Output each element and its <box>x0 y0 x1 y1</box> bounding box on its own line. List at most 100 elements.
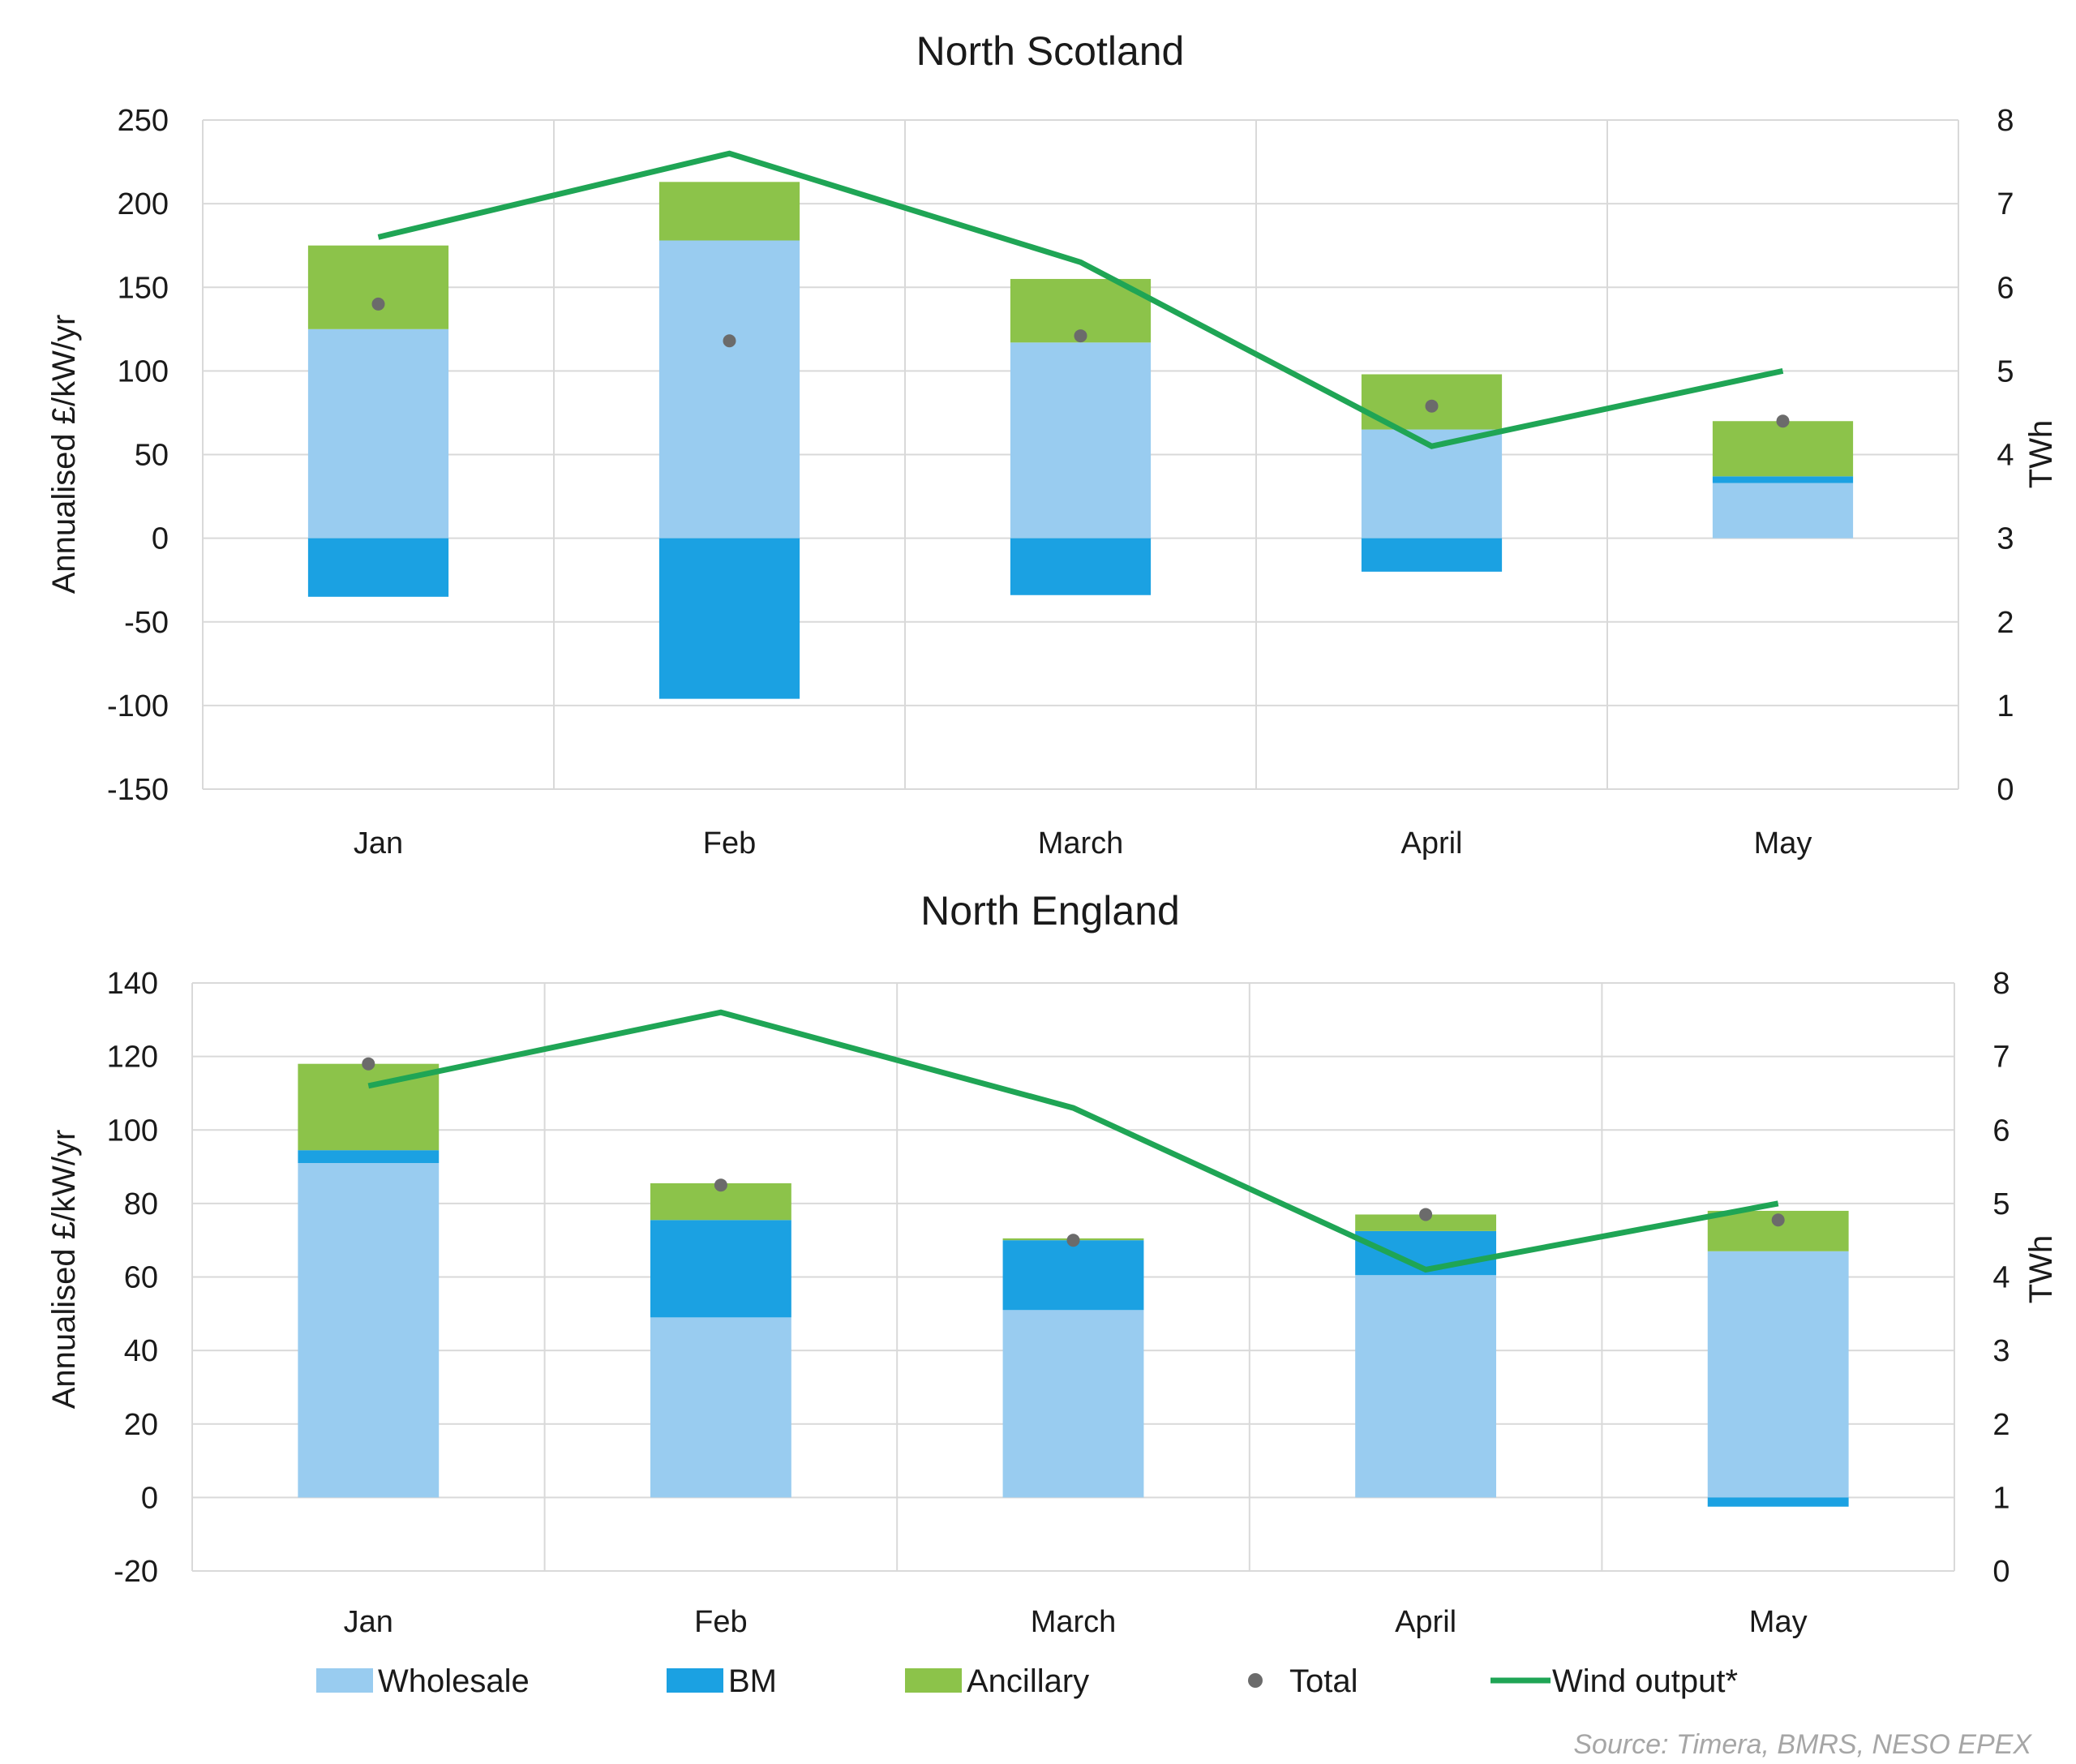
legend-label-bm: BM <box>728 1663 777 1699</box>
bar-bm <box>1707 1497 1849 1507</box>
x-axis-ticks: Jan Feb March April May <box>354 826 1812 861</box>
y-tick-label: -100 <box>107 689 169 723</box>
bar-bm <box>650 1220 791 1318</box>
y2-axis-label: TWh <box>2023 1235 2059 1303</box>
bar-bm <box>298 1150 440 1164</box>
y2-axis-ticks: 8 7 6 5 4 3 2 1 0 <box>1997 104 2014 807</box>
bar-wholesale <box>650 1317 791 1498</box>
y2-tick-label: 6 <box>1997 271 2014 305</box>
bar-wholesale <box>1707 1251 1849 1498</box>
bar-ancillary <box>307 245 449 329</box>
bar-wholesale <box>1355 1275 1497 1498</box>
bars <box>307 182 1854 699</box>
total-marker <box>1074 329 1087 343</box>
total-marker <box>714 1178 727 1192</box>
y2-tick-label: 4 <box>1992 1261 2010 1295</box>
y-axis-ticks: 250 200 150 100 50 0 -50 -100 -150 <box>107 104 169 807</box>
bar-wholesale <box>1712 483 1854 539</box>
y-tick-label: 150 <box>118 271 169 305</box>
y-tick-label: 200 <box>118 187 169 221</box>
x-tick-label: April <box>1400 826 1462 861</box>
bar-ancillary <box>1355 1214 1497 1231</box>
bars <box>298 1063 1849 1507</box>
total-marker <box>1771 1213 1785 1227</box>
wind-output-line <box>367 1009 1779 1273</box>
x-tick-label: March <box>1038 826 1124 861</box>
y-tick-label: 60 <box>124 1261 158 1295</box>
chart-title: North Scotland <box>916 28 1185 74</box>
y2-axis-ticks: 8 7 6 5 4 3 2 1 0 <box>1992 967 2010 1589</box>
chart-title: North England <box>920 888 1180 934</box>
y2-tick-label: 5 <box>1992 1187 2010 1221</box>
bar-bm <box>1010 538 1152 595</box>
y-tick-label: 100 <box>118 354 169 388</box>
x-tick-label: Jan <box>354 826 403 861</box>
y-tick-label: 0 <box>152 522 169 556</box>
y-tick-label: -150 <box>107 773 169 807</box>
y2-tick-label: 6 <box>1992 1114 2010 1148</box>
y-axis-label: Annualised £/kW/yr <box>46 1130 82 1410</box>
y-tick-label: 0 <box>141 1481 158 1515</box>
source-note: Source: Timera, BMRS, NESO EPEX <box>1573 1729 2032 1760</box>
bar-bm <box>307 538 449 597</box>
y2-tick-label: 4 <box>1997 439 2014 473</box>
x-tick-label: March <box>1031 1605 1117 1639</box>
legend-swatch-ancillary <box>905 1668 962 1693</box>
x-tick-label: Jan <box>344 1605 393 1639</box>
y-tick-label: 140 <box>107 967 158 1001</box>
bar-bm <box>1712 476 1854 483</box>
y2-tick-label: 1 <box>1997 689 2014 723</box>
x-axis-ticks: Jan Feb March April May <box>344 1605 1808 1639</box>
y-tick-label: -20 <box>114 1555 158 1589</box>
total-marker <box>362 1057 375 1071</box>
x-tick-label: April <box>1395 1605 1456 1639</box>
bar-ancillary <box>658 182 800 241</box>
y-tick-label: -50 <box>124 606 169 640</box>
y2-tick-label: 2 <box>1992 1408 2010 1442</box>
wind-line-layer <box>377 150 1784 449</box>
wind-line-layer <box>367 1009 1779 1273</box>
bar-wholesale <box>658 240 800 539</box>
legend-marker-total <box>1248 1673 1263 1688</box>
wind-output-line <box>377 150 1784 449</box>
bar-wholesale <box>307 328 449 539</box>
total-markers <box>371 297 1790 428</box>
y-tick-label: 120 <box>107 1041 158 1075</box>
y-axis-ticks: 140 120 100 80 60 40 20 0 -20 <box>107 967 158 1589</box>
total-marker <box>1425 399 1439 413</box>
y2-tick-label: 1 <box>1992 1481 2010 1515</box>
total-markers <box>362 1057 1785 1247</box>
y-tick-label: 250 <box>118 104 169 138</box>
y2-tick-label: 5 <box>1997 354 2014 388</box>
y-tick-label: 100 <box>107 1114 158 1148</box>
x-tick-label: Feb <box>703 826 756 861</box>
total-marker <box>1419 1208 1433 1221</box>
y2-tick-label: 8 <box>1992 967 2010 1001</box>
y2-axis-label: TWh <box>2023 420 2059 488</box>
y-tick-label: 40 <box>124 1334 158 1368</box>
y2-tick-label: 8 <box>1997 104 2014 138</box>
legend-label-ancillary: Ancillary <box>967 1663 1089 1699</box>
x-tick-label: May <box>1749 1605 1808 1639</box>
total-marker <box>1776 414 1790 428</box>
legend-label-total: Total <box>1289 1663 1358 1699</box>
x-tick-label: Feb <box>694 1605 747 1639</box>
bar-bm <box>1002 1240 1144 1311</box>
total-marker <box>723 334 736 348</box>
y2-tick-label: 2 <box>1997 606 2014 640</box>
legend-swatch-bm <box>667 1668 723 1693</box>
y2-tick-label: 7 <box>1997 187 2014 221</box>
legend-label-wholesale: Wholesale <box>378 1663 530 1699</box>
y-tick-label: 20 <box>124 1408 158 1442</box>
legend: Wholesale BM Ancillary Total Wind output… <box>316 1663 1738 1699</box>
y-tick-label: 80 <box>124 1187 158 1221</box>
bar-wholesale <box>1002 1310 1144 1498</box>
y2-tick-label: 0 <box>1992 1555 2010 1589</box>
bar-wholesale <box>1010 342 1152 539</box>
y-axis-label: Annualised £/kW/yr <box>46 315 82 594</box>
y-tick-label: 50 <box>135 439 169 473</box>
total-marker <box>371 297 385 311</box>
